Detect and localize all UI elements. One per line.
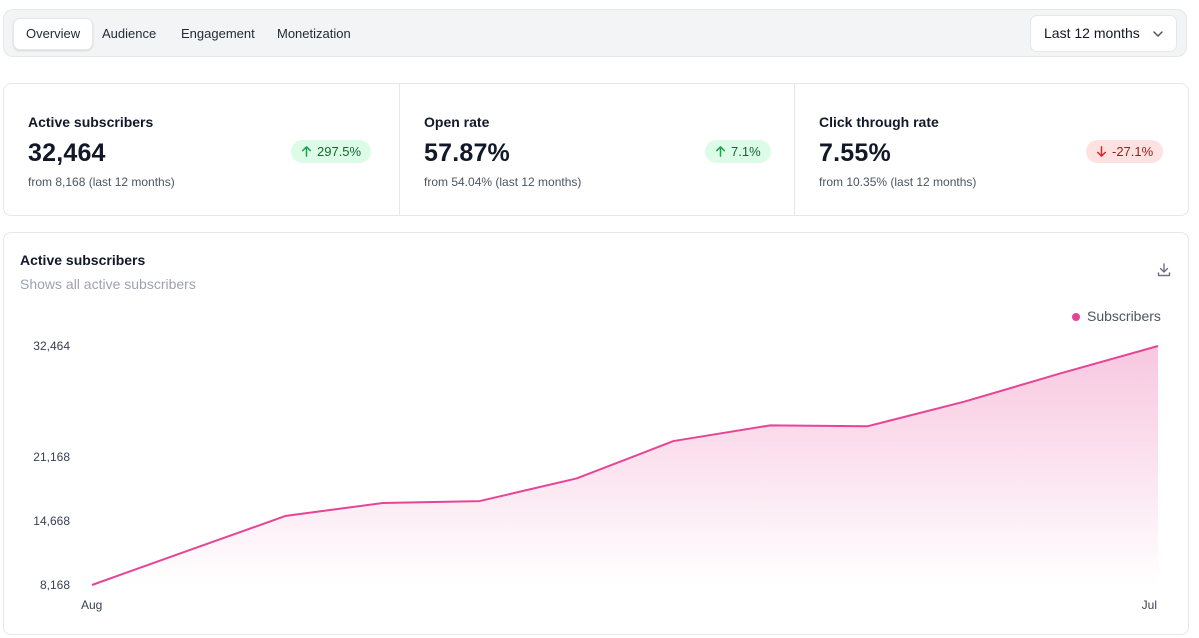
change-badge: -27.1% <box>1086 140 1164 163</box>
tab-overview[interactable]: Overview <box>13 18 94 50</box>
kpi-value: 32,464 <box>28 139 106 167</box>
tab-bar: Overview Audience Engagement Monetizatio… <box>3 9 1187 57</box>
arrow-down-icon <box>1097 146 1106 157</box>
y-tick-label: 32,464 <box>33 339 70 353</box>
x-tick-label: Jul <box>1142 598 1157 612</box>
arrow-up-icon <box>302 146 311 157</box>
subscribers-chart: 32,464 21,168 14,668 8,168 Aug Jul <box>33 339 1159 612</box>
chevron-down-icon <box>1153 31 1163 37</box>
change-value: 297.5% <box>317 144 362 159</box>
series-area-subscribers <box>92 346 1158 585</box>
chart-card: 32,464 21,168 14,668 8,168 Aug Jul Active sub… <box>3 232 1189 635</box>
kpi-label: Click through rate <box>819 114 939 130</box>
kpi-label: Open rate <box>424 114 490 130</box>
tab-monetization[interactable]: Monetization <box>277 26 351 41</box>
kpi-subtext: from 8,168 (last 12 months) <box>28 175 175 189</box>
legend-label: Subscribers <box>1087 308 1161 324</box>
tab-engagement[interactable]: Engagement <box>181 26 255 41</box>
arrow-up-icon <box>716 146 725 157</box>
x-tick-label: Aug <box>81 598 102 612</box>
kpi-value: 7.55% <box>819 139 891 167</box>
kpi-card-active-subscribers: Active subscribers 32,464 from 8,168 (la… <box>4 84 399 215</box>
kpi-row: Active subscribers 32,464 from 8,168 (la… <box>3 83 1189 216</box>
download-icon[interactable] <box>1156 262 1172 278</box>
chart-subtitle: Shows all active subscribers <box>20 276 196 292</box>
change-badge: 7.1% <box>705 140 771 163</box>
kpi-card-open-rate: Open rate 57.87% from 54.04% (last 12 mo… <box>399 84 794 215</box>
kpi-subtext: from 54.04% (last 12 months) <box>424 175 582 189</box>
series-line-subscribers <box>91 345 1159 586</box>
chart-title: Active subscribers <box>20 252 146 268</box>
date-range-select[interactable]: Last 12 months <box>1030 15 1177 52</box>
legend-dot <box>1072 313 1080 321</box>
tab-audience[interactable]: Audience <box>102 26 157 41</box>
kpi-card-click-through-rate: Click through rate 7.55% from 10.35% (la… <box>794 84 1188 215</box>
change-value: -27.1% <box>1112 144 1154 159</box>
kpi-label: Active subscribers <box>28 114 154 130</box>
change-badge: 297.5% <box>291 140 372 163</box>
y-tick-label: 8,168 <box>40 578 70 592</box>
change-value: 7.1% <box>731 144 761 159</box>
y-tick-label: 21,168 <box>33 450 70 464</box>
y-tick-label: 14,668 <box>33 514 70 528</box>
kpi-subtext: from 10.35% (last 12 months) <box>819 175 977 189</box>
kpi-value: 57.87% <box>424 139 510 167</box>
date-range-value: Last 12 months <box>1044 25 1140 41</box>
